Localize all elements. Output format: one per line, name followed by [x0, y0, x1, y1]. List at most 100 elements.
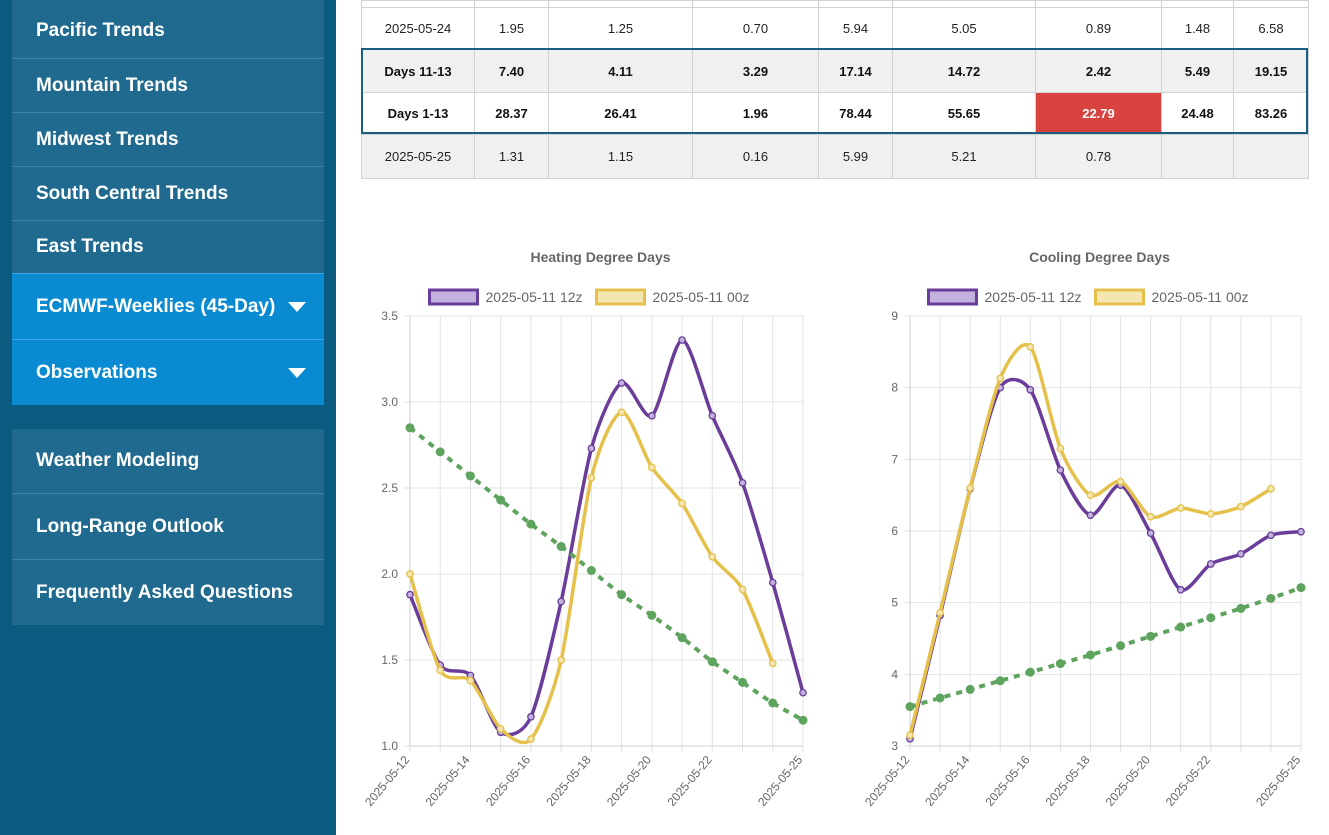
table-cell: Days 11-13 — [361, 49, 475, 93]
table-cell: 7.40 — [474, 49, 549, 93]
table-cell: 5.94 — [818, 7, 893, 50]
data-point — [1176, 585, 1185, 594]
table-cell: 2025-05-25 — [361, 134, 475, 179]
data-point — [1267, 484, 1275, 493]
y-tick-label: 5 — [891, 596, 898, 610]
legend-swatch — [595, 288, 646, 306]
data-point — [1176, 622, 1186, 632]
table-cell: Days 1-13 — [361, 92, 475, 135]
data-point — [768, 578, 777, 587]
table-row: 2025-05-25 1.31 1.15 0.16 5.99 5.21 0.78 — [361, 134, 1309, 179]
table-cell: 4.11 — [548, 49, 693, 93]
data-point — [647, 411, 656, 420]
data-point — [966, 484, 975, 492]
data-point — [1267, 531, 1275, 540]
data-point — [1025, 667, 1035, 677]
table-cell: 28.37 — [474, 92, 549, 135]
y-tick-label: 3.5 — [381, 309, 398, 323]
legend-swatch — [428, 288, 479, 306]
data-point — [1236, 550, 1245, 558]
data-point — [1085, 650, 1095, 660]
x-tick-label: 2025-05-25 — [755, 753, 805, 809]
nav-item-mountain-trends[interactable]: Mountain Trends — [12, 58, 324, 112]
table-cell: 5.21 — [892, 134, 1036, 179]
table-row-summary: Days 1-13 28.37 26.41 1.96 78.44 55.65 2… — [361, 92, 1309, 135]
nav-item-long-range-outlook[interactable]: Long-Range Outlook — [12, 493, 324, 559]
nav-item-east-trends[interactable]: East Trends — [12, 220, 324, 273]
data-point — [1296, 583, 1306, 593]
data-point — [1055, 659, 1065, 669]
nav-item-weather-modeling[interactable]: Weather Modeling — [12, 429, 324, 493]
data-point — [678, 336, 686, 344]
y-tick-label: 1.5 — [381, 653, 398, 667]
data-point — [768, 698, 778, 708]
caret-down-icon[interactable] — [288, 301, 306, 312]
nav-item-label: South Central Trends — [36, 182, 229, 204]
nav-item-label: Observations — [36, 361, 158, 383]
table-cell — [1233, 134, 1309, 179]
nav-item-midwest-trends[interactable]: Midwest Trends — [12, 112, 324, 166]
table-cell: 0.16 — [692, 134, 819, 179]
data-point — [1116, 641, 1126, 651]
data-point — [436, 666, 445, 675]
data-point — [557, 597, 566, 606]
nav-item-faq[interactable]: Frequently Asked Questions — [12, 559, 324, 625]
table-cell: 0.89 — [1035, 7, 1162, 50]
data-point — [1086, 491, 1095, 500]
data-point — [406, 570, 414, 578]
nav-item-ecmwf-weeklies[interactable]: ECMWF-Weeklies (45-Day) — [12, 273, 324, 339]
nav-item-label: Frequently Asked Questions — [36, 581, 293, 603]
data-point — [798, 715, 808, 725]
data-point — [707, 657, 717, 667]
data-point — [617, 379, 626, 387]
table-cell: 1.48 — [1161, 7, 1234, 50]
nav-group-resources: Weather Modeling Long-Range Outlook Freq… — [12, 429, 324, 625]
chart-title: Cooling Degree Days — [1029, 249, 1170, 265]
data-point — [527, 712, 535, 721]
nav-item-label: Midwest Trends — [36, 128, 179, 150]
data-point — [1056, 466, 1065, 474]
data-point — [1236, 603, 1246, 613]
nav-item-label: Pacific Trends — [36, 20, 165, 41]
table-cell: 1.15 — [548, 134, 693, 179]
x-tick-label: 2025-05-20 — [604, 753, 654, 809]
sidebar: Pacific Trends Mountain Trends Midwest T… — [0, 0, 336, 835]
legend-swatch — [1094, 288, 1145, 306]
x-tick-label: 2025-05-14 — [423, 753, 473, 809]
x-tick-label: 2025-05-25 — [1253, 753, 1303, 809]
y-tick-label: 2.0 — [381, 567, 398, 581]
data-point — [906, 731, 914, 740]
data-point — [768, 659, 777, 668]
data-point — [1146, 512, 1155, 521]
nav-item-pacific-trends[interactable]: Pacific Trends — [12, 4, 324, 58]
data-point — [799, 688, 807, 697]
data-point — [995, 676, 1005, 686]
table-cell: 17.14 — [818, 49, 893, 93]
data-point — [1206, 560, 1215, 568]
data-point — [678, 499, 686, 508]
y-tick-label: 8 — [891, 381, 898, 395]
data-point — [406, 590, 414, 599]
y-tick-label: 3 — [891, 739, 898, 753]
data-point — [465, 471, 475, 481]
data-point — [1236, 502, 1245, 511]
x-tick-label: 2025-05-12 — [862, 753, 912, 809]
data-point — [435, 447, 445, 457]
table-cell: 83.26 — [1233, 92, 1309, 135]
table-cell: 2.42 — [1035, 49, 1162, 93]
nav-item-label: Mountain Trends — [36, 74, 188, 96]
data-point — [965, 684, 975, 694]
data-point — [935, 693, 945, 703]
data-point — [405, 423, 415, 433]
table-row-summary: Days 11-13 7.40 4.11 3.29 17.14 14.72 2.… — [361, 49, 1309, 93]
table-cell: 0.78 — [1035, 134, 1162, 179]
table-cell: 5.49 — [1161, 49, 1234, 93]
nav-item-observations[interactable]: Observations — [12, 339, 324, 405]
caret-down-icon[interactable] — [288, 367, 306, 378]
data-point — [905, 702, 915, 712]
legend-label: 2025-05-11 12z — [985, 289, 1082, 305]
data-point — [526, 519, 536, 529]
legend-label: 2025-05-11 00z — [1152, 289, 1249, 305]
data-point — [1146, 529, 1155, 537]
nav-item-south-central-trends[interactable]: South Central Trends — [12, 166, 324, 220]
